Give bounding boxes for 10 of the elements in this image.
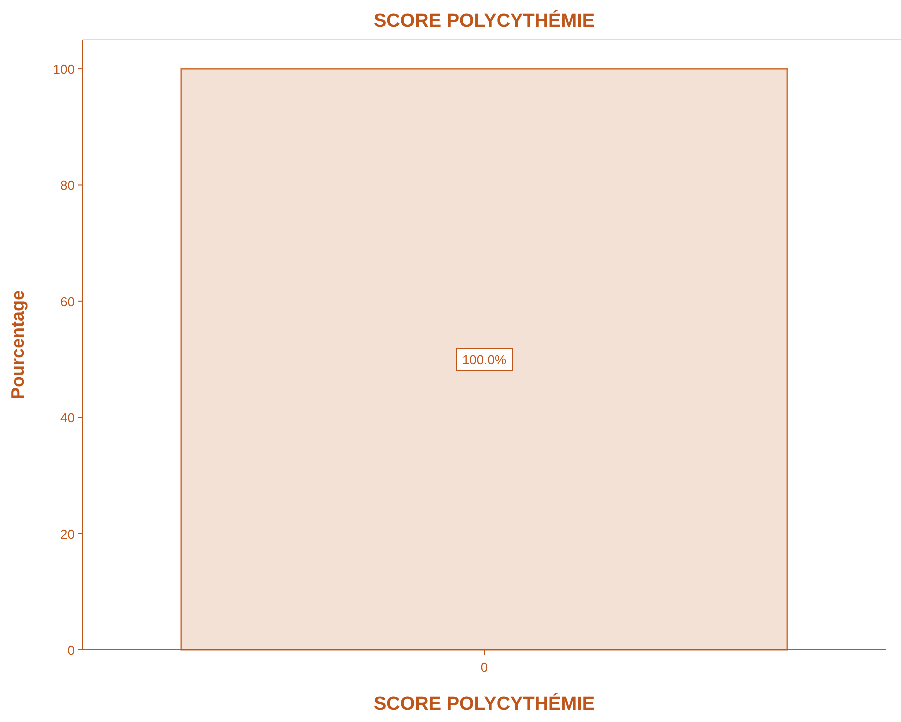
data-label: 100.0% (462, 352, 507, 368)
y-tick-label: 20 (60, 526, 75, 542)
y-tick-label: 100 (53, 62, 75, 78)
y-tick-label: 60 (60, 294, 75, 310)
y-axis-title: Pourcentage (8, 290, 28, 400)
y-tick-label: 40 (60, 410, 75, 426)
x-axis-title: SCORE POLYCYTHÉMIE (374, 693, 596, 715)
y-tick-label: 0 (68, 643, 75, 658)
y-tick-label: 80 (60, 178, 75, 194)
chart-title: SCORE POLYCYTHÉMIE (374, 10, 596, 32)
